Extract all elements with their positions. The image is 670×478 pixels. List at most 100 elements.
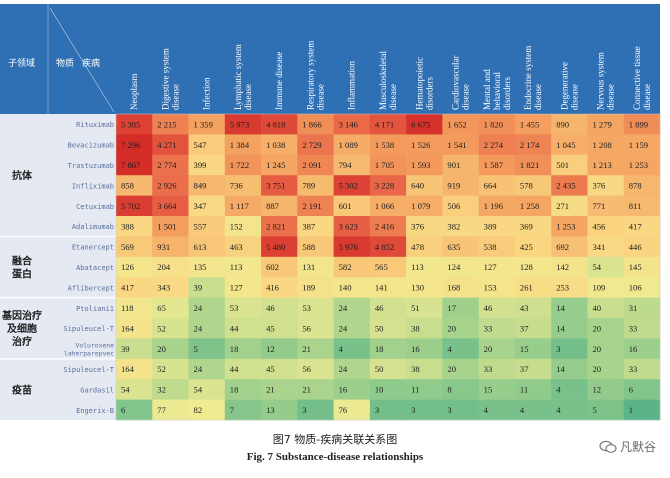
heatmap-cell [224,297,262,319]
heatmap-cell [406,399,443,421]
heatmap-cell [333,379,371,400]
cell-value: 417 [121,283,135,293]
heatmap-cell [188,154,226,176]
cell-value: 565 [375,262,388,272]
heatmap-cell [551,338,588,360]
heatmap-cell [406,338,443,360]
cell-value: 33 [629,323,638,333]
column-header: Respiratory system [305,41,315,110]
cell-value: 387 [302,221,316,231]
cell-value: 39 [194,283,203,293]
heatmap-cell [623,256,661,278]
row-name: Engerix-B [76,407,114,415]
cell-value: 77 [157,405,166,415]
heatmap-cell [116,114,153,135]
cell-value: 12 [592,385,601,395]
heatmap-cell [478,134,516,156]
heatmap-cell [188,338,226,360]
cell-value: 43 [520,303,529,313]
cell-value: 54 [194,385,203,395]
heatmap-cell [297,236,334,258]
cell-value: 4 852 [375,242,394,252]
cell-value: 890 [556,119,569,129]
heatmap-cell [261,175,298,196]
heatmap-cell [551,195,588,217]
column-header: disease [606,84,616,110]
heatmap-cell [478,175,516,196]
heatmap-cell [551,277,588,298]
heatmap-cell [551,134,588,156]
heatmap-cell [514,154,552,176]
heatmap-cell [152,338,189,360]
heatmap-cell [478,256,516,278]
heatmap-cell [152,256,189,278]
heatmap-cell [551,379,588,400]
column-header: Inflammation [347,61,357,110]
heatmap-cell [406,216,443,237]
heatmap-cell [551,297,588,319]
heatmap-cell [261,399,298,421]
cell-value: 153 [484,283,497,293]
cell-value: 557 [194,221,208,231]
cell-value: 18 [230,344,239,354]
cell-value: 1 038 [266,140,285,150]
cell-value: 21 [302,344,311,354]
heatmap-cell [152,277,189,298]
heatmap-cell [261,318,298,339]
heatmap-cell [297,318,334,339]
cell-value: 37 [520,364,529,374]
heatmap-cell [152,379,189,400]
cell-value: 1 866 [302,119,322,129]
heatmap-cell [116,277,153,298]
column-header: Lymphatic system [233,44,243,110]
group-label: 蛋白 [12,268,32,281]
heatmap-cell [116,379,153,400]
heatmap-cell [224,175,262,196]
heatmap-cell [514,277,552,298]
heatmap-cell [297,195,334,217]
cell-value: 5 [194,344,198,354]
heatmap-cell [224,318,262,339]
heatmap-cell [224,236,262,258]
heatmap-cell [587,154,625,176]
row-name: Gardasil [80,386,114,394]
cell-value: 31 [629,303,638,313]
cell-value: 1 538 [375,140,394,150]
heatmap-cell [369,358,407,380]
cell-value: 20 [592,344,601,354]
cell-value: 51 [411,303,420,313]
cell-value: 1 705 [375,160,394,170]
heatmap-cell [224,379,262,400]
heatmap-cell [369,216,407,237]
heatmap-cell [442,114,479,135]
cell-value: 45 [266,364,275,374]
cell-value: 50 [375,323,384,333]
cell-value: 46 [266,303,275,313]
heatmap-cell [623,195,661,217]
cell-value: 65 [157,303,166,313]
cell-value: 2 274 [484,140,504,150]
cell-value: 82 [194,405,203,415]
heatmap-cell [369,134,407,156]
cell-value: 369 [520,221,533,231]
cell-value: 113 [230,262,243,272]
column-header: behavioral [492,72,502,110]
heatmap-cell [623,379,661,400]
cell-value: 811 [629,201,642,211]
cell-value: 54 [592,262,601,272]
heatmap-cell [297,154,334,176]
heatmap-cell [188,297,226,319]
heatmap-cell [623,236,661,258]
cell-value: 3 [302,405,306,415]
heatmap-cell [152,399,189,421]
heatmap-cell [623,114,661,135]
heatmap-cell [333,277,371,298]
heatmap-chart: 子领域 物质 疾病 Neoplasm Digestive system disease In… [0,4,661,421]
cell-value: 1 652 [447,119,466,129]
header-band [0,4,660,114]
cell-value: 1 159 [629,140,648,150]
heatmap-cell [442,399,479,421]
cell-value: 1 245 [266,160,285,170]
heatmap-cell [224,134,262,156]
